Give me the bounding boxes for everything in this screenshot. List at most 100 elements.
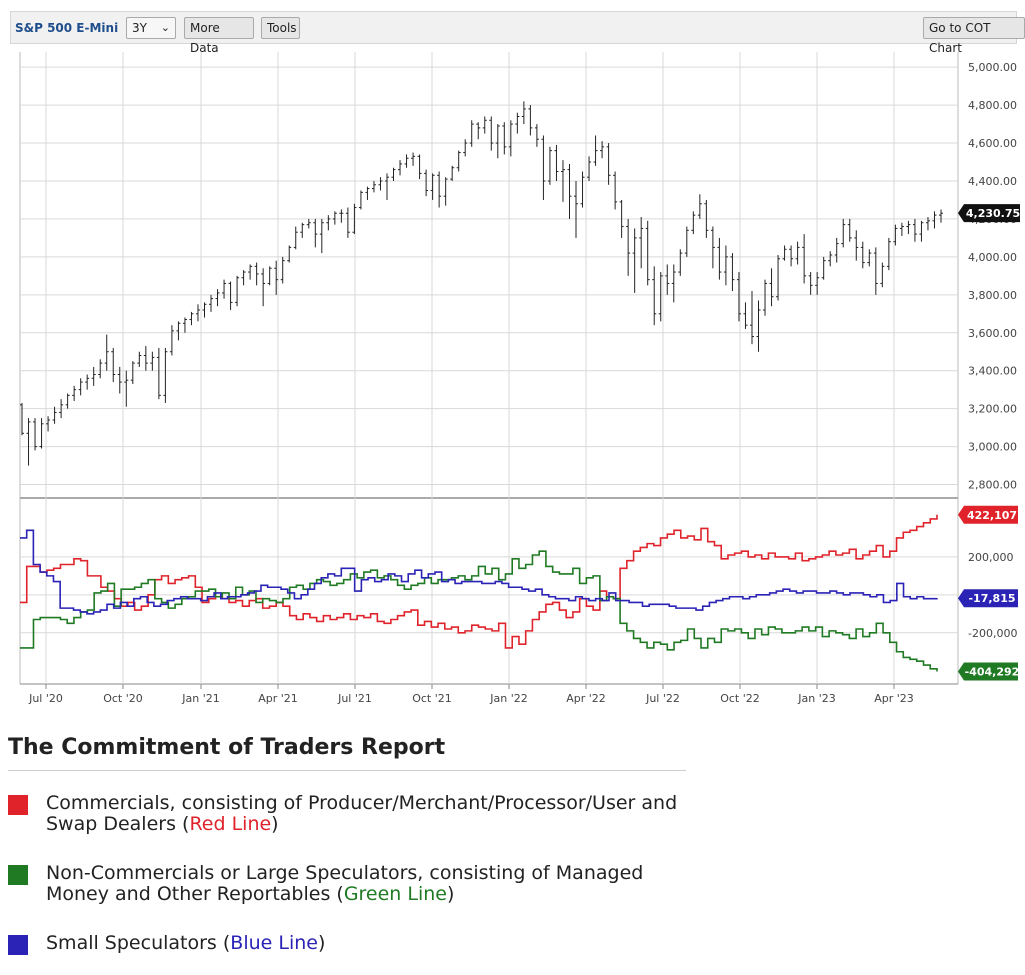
price-bar (710, 226, 715, 269)
more-data-button[interactable]: More Data (184, 17, 254, 55)
price-tick-label: 4,600.00 (968, 137, 1017, 150)
price-tick-label: 3,600.00 (968, 327, 1017, 340)
cot-chart[interactable]: 5,000.004,800.004,600.004,400.004,200.00… (0, 44, 1025, 714)
x-tick-label: Jul '21 (337, 692, 372, 705)
price-bar (730, 253, 735, 292)
price-bar (495, 124, 500, 159)
price-bar (306, 218, 311, 229)
price-bar (554, 144, 559, 181)
price-bar (560, 160, 565, 202)
price-bar (593, 135, 598, 166)
price-bar (880, 262, 885, 288)
price-bar (697, 194, 702, 219)
price-bar (39, 418, 44, 449)
legend-text: Non-Commercials or Large Speculators, co… (46, 862, 644, 905)
price-bar (489, 116, 494, 151)
price-bar (919, 220, 924, 242)
price-bar (59, 399, 64, 419)
price-bar (847, 218, 852, 242)
cot-chart-button[interactable]: Go to COT Chart (923, 17, 1025, 55)
price-bar (736, 272, 741, 322)
price-bar (293, 226, 298, 250)
symbol-label[interactable]: S&P 500 E-Mini (15, 21, 119, 35)
axes: 5,000.004,800.004,600.004,400.004,200.00… (28, 61, 1020, 705)
price-bar (815, 272, 820, 295)
price-bar (789, 245, 794, 267)
price-bar (384, 173, 389, 200)
price-bar (156, 347, 161, 400)
price-bar (463, 139, 468, 157)
price-bar (261, 268, 266, 307)
price-bar (671, 264, 676, 303)
price-bar (749, 291, 754, 345)
price-bar (860, 241, 865, 269)
green-swatch (8, 865, 28, 885)
price-bar (143, 346, 148, 371)
series-line (20, 550, 938, 672)
price-bar (802, 234, 807, 284)
price-bar (795, 241, 800, 265)
price-bar (33, 418, 38, 451)
x-tick-label: Jan '22 (489, 692, 527, 705)
price-bar (104, 334, 109, 371)
report-legend: The Commitment of Traders Report Commerc… (8, 735, 688, 955)
price-bar (678, 249, 683, 276)
price-bar (873, 247, 878, 295)
price-bar (886, 237, 891, 271)
series-value-tag (958, 505, 1018, 524)
chart-toolbar: S&P 500 E-Mini 3Y ⌄ More Data Tools Go t… (10, 11, 1025, 55)
chevron-down-icon: ⌄ (160, 21, 170, 34)
price-bar (371, 180, 376, 193)
series-value-tag (958, 589, 1018, 608)
price-bar (313, 218, 318, 248)
x-tick-label: Oct '22 (720, 692, 760, 705)
price-bar (704, 199, 709, 238)
price-bar (280, 256, 285, 284)
price-bar (776, 254, 781, 301)
price-bar (98, 359, 103, 379)
price-tick-label: 5,000.00 (968, 61, 1017, 74)
price-bar (723, 245, 728, 286)
price-bar (580, 171, 585, 208)
x-tick-label: Apr '21 (258, 692, 298, 705)
price-bar (111, 347, 116, 383)
price-bar (632, 228, 637, 293)
price-bar (358, 190, 363, 210)
price-bar (456, 150, 461, 172)
price-bar (743, 302, 748, 329)
last-price-tag (958, 204, 1020, 223)
price-bar (85, 374, 90, 390)
price-bar (72, 385, 77, 402)
price-bar (450, 165, 455, 181)
x-tick-label: Jul '22 (645, 692, 680, 705)
price-bar (645, 220, 650, 286)
price-bar (254, 262, 259, 286)
price-bar (587, 156, 592, 181)
price-bar (189, 311, 194, 326)
price-pane (20, 101, 943, 466)
price-bar (912, 218, 917, 242)
period-value: 3Y (132, 21, 147, 35)
price-bar (117, 366, 122, 394)
price-bar (176, 321, 181, 341)
price-bar (437, 171, 442, 208)
cot-tick-label: -200,000 (968, 627, 1017, 640)
period-select[interactable]: 3Y ⌄ (126, 17, 176, 39)
price-bar (130, 361, 135, 384)
price-bar (508, 120, 513, 157)
price-bar (763, 279, 768, 316)
tools-button[interactable]: Tools (261, 17, 300, 39)
price-bar (854, 230, 859, 261)
price-bar (228, 281, 233, 310)
price-bar (528, 105, 533, 136)
price-tick-label: 4,000.00 (968, 251, 1017, 264)
report-title: The Commitment of Traders Report (8, 735, 686, 771)
price-bar (332, 211, 337, 225)
price-bar (241, 270, 246, 286)
price-bar (476, 122, 481, 140)
price-bar (502, 122, 507, 155)
price-bar (150, 351, 155, 371)
legend-text: Commercials, consisting of Producer/Merc… (46, 792, 678, 835)
price-bar (345, 207, 350, 238)
price-bar (195, 304, 200, 322)
